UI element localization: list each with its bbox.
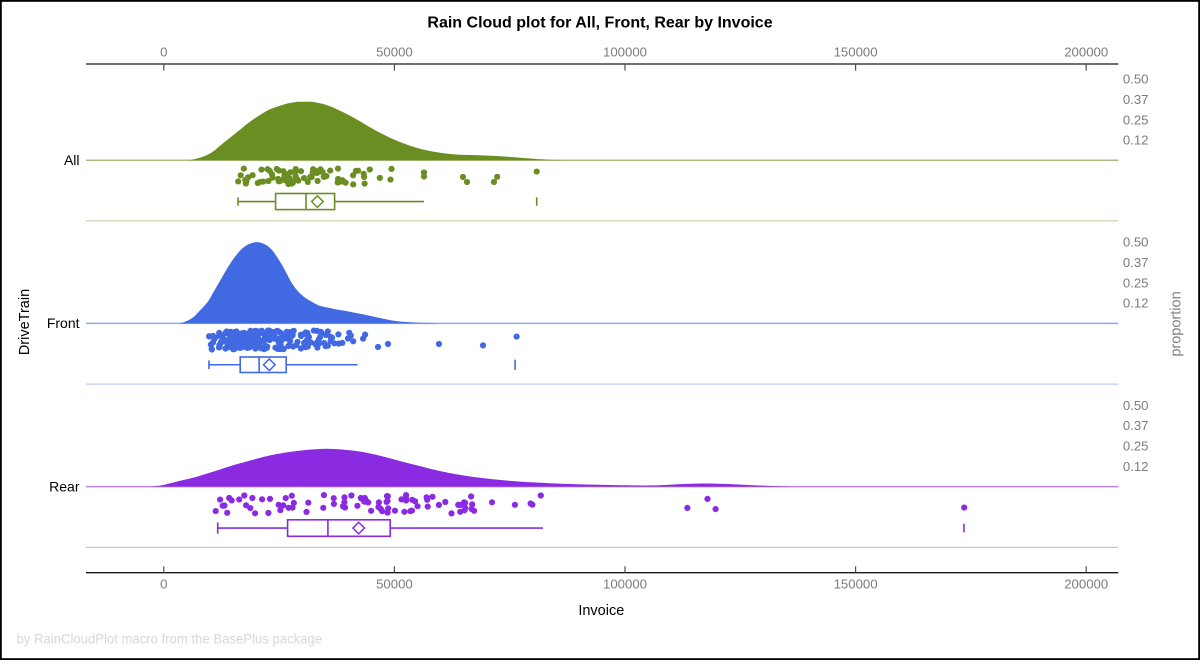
svg-text:Front: Front [47, 315, 80, 331]
svg-text:50000: 50000 [376, 45, 413, 60]
svg-text:Rear: Rear [49, 478, 80, 494]
svg-text:0: 0 [160, 576, 167, 591]
svg-text:0.12: 0.12 [1123, 133, 1149, 148]
svg-text:200000: 200000 [1064, 576, 1108, 591]
svg-text:0.12: 0.12 [1123, 459, 1149, 474]
svg-text:0.50: 0.50 [1123, 72, 1149, 87]
svg-text:by RainCloudPlot macro from th: by RainCloudPlot macro from the BasePlus… [17, 630, 323, 646]
svg-text:0.50: 0.50 [1123, 235, 1149, 250]
svg-text:0.37: 0.37 [1123, 255, 1149, 270]
svg-text:0.50: 0.50 [1123, 398, 1149, 413]
svg-text:50000: 50000 [376, 576, 413, 591]
svg-text:150000: 150000 [834, 45, 878, 60]
svg-text:0.37: 0.37 [1123, 418, 1149, 433]
svg-text:0: 0 [160, 45, 167, 60]
svg-text:0.12: 0.12 [1123, 296, 1149, 311]
svg-text:0.25: 0.25 [1123, 112, 1149, 127]
svg-text:Invoice: Invoice [578, 603, 624, 619]
svg-text:100000: 100000 [603, 45, 647, 60]
svg-text:150000: 150000 [834, 576, 878, 591]
svg-text:100000: 100000 [603, 576, 647, 591]
svg-text:DriveTrain: DriveTrain [17, 289, 33, 355]
svg-text:0.25: 0.25 [1123, 275, 1149, 290]
svg-text:0.37: 0.37 [1123, 92, 1149, 107]
svg-text:200000: 200000 [1064, 45, 1108, 60]
svg-text:All: All [64, 152, 80, 168]
svg-text:proportion: proportion [1169, 291, 1185, 356]
svg-text:Rain Cloud plot for All, Front: Rain Cloud plot for All, Front, Rear by … [427, 14, 772, 31]
svg-text:0.25: 0.25 [1123, 439, 1149, 454]
